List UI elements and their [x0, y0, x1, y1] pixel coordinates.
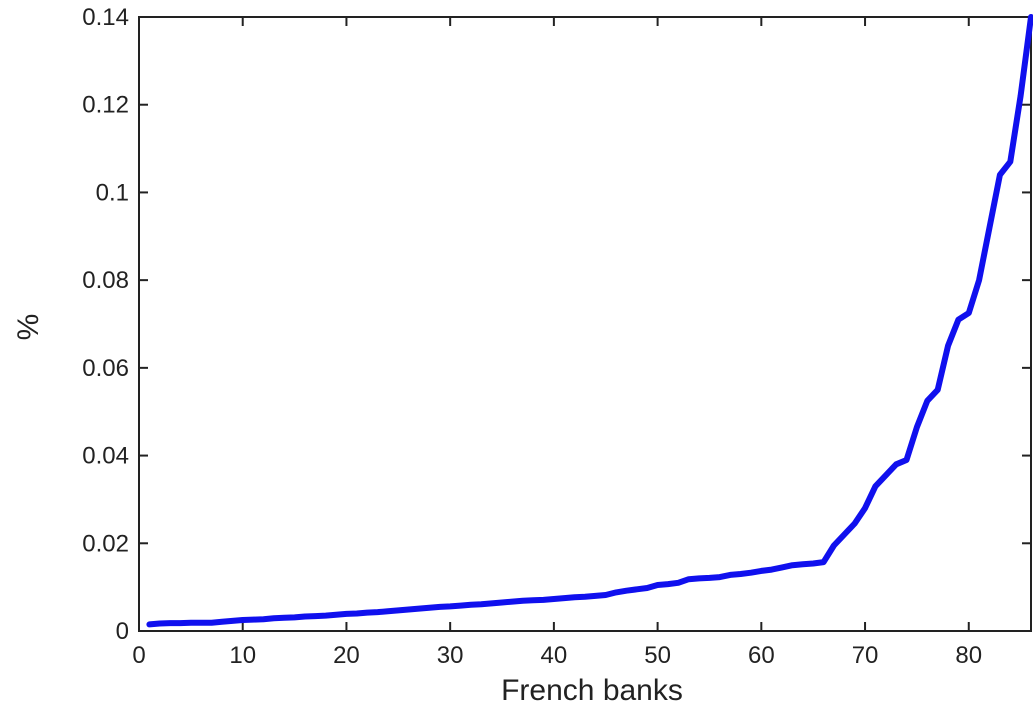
y-tick-label: 0.14 — [82, 4, 129, 31]
y-tick-label: 0.06 — [82, 355, 129, 382]
series-group — [146, 14, 1033, 628]
series-line — [146, 14, 1033, 628]
x-tick-label: 20 — [333, 642, 360, 669]
x-tick-label: 80 — [955, 642, 982, 669]
x-tick-label: 70 — [852, 642, 879, 669]
y-tick-label: 0.02 — [82, 530, 129, 557]
axis-ticks — [138, 16, 1031, 632]
x-tick-label: 60 — [748, 642, 775, 669]
y-axis-label: % — [12, 314, 45, 341]
x-tick-label: 50 — [644, 642, 671, 669]
plot-area-border — [138, 16, 1032, 632]
y-tick-label: 0.12 — [82, 92, 129, 119]
y-tick-label: 0.08 — [82, 267, 129, 294]
tick-labels: 0 10 20 30 40 50 60 70 80 0 0.02 0.04 0.06 0.08 0.1 0.1… — [82, 4, 982, 669]
x-tick-label: 30 — [437, 642, 464, 669]
plot-frame — [138, 16, 1032, 632]
y-tick-label: 0.04 — [82, 443, 129, 470]
y-tick-label: 0.1 — [96, 179, 129, 206]
x-tick-label: 40 — [541, 642, 568, 669]
x-tick-label: 0 — [132, 642, 145, 669]
x-tick-label: 10 — [229, 642, 256, 669]
y-tick-label: 0 — [116, 618, 129, 645]
x-axis-label: French banks — [501, 674, 683, 702]
